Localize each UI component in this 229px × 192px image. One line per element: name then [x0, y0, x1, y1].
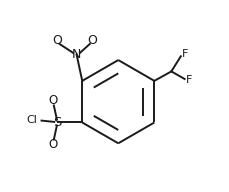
Text: O: O [48, 94, 57, 107]
Text: N: N [72, 48, 81, 61]
Text: F: F [185, 75, 192, 85]
Text: O: O [48, 138, 57, 151]
Text: S: S [53, 116, 62, 129]
Text: O: O [52, 34, 62, 47]
Text: O: O [88, 34, 98, 47]
Text: Cl: Cl [26, 115, 37, 125]
Text: F: F [182, 49, 188, 59]
